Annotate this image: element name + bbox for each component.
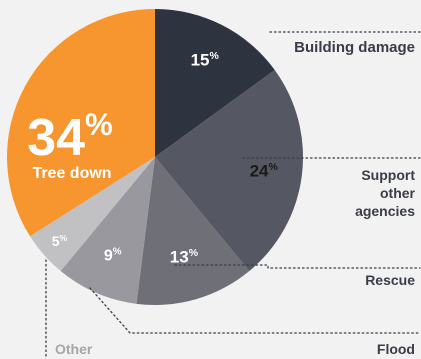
pie-slice-building-damage: [155, 9, 275, 157]
value-label-rescue: 13%: [170, 247, 199, 267]
category-label-tree-down: Tree down: [32, 165, 111, 182]
category-label-rescue: Rescue: [365, 272, 415, 288]
value-label-other: 5%: [52, 233, 68, 249]
pie-slice-flood: [60, 157, 155, 304]
leader-line-flood: [89, 287, 421, 334]
pie-slice-other: [30, 157, 155, 272]
category-label-building-damage: Building damage: [294, 39, 415, 56]
value-label-tree-down: 34%: [27, 107, 113, 167]
pie-slice-tree-down: [7, 9, 155, 237]
value-label-building-damage: 15%: [191, 50, 220, 70]
pie-slice-support-other-agencies: [155, 70, 303, 272]
value-label-flood: 9%: [104, 246, 122, 264]
pie-slice-rescue: [136, 157, 250, 305]
value-label-support-other-agencies: 24%: [250, 161, 279, 181]
category-label-support-other-agencies: Support other agencies: [355, 167, 415, 219]
category-label-flood: Flood: [377, 341, 415, 357]
category-label-other: Other: [55, 341, 93, 357]
leader-line-rescue: [174, 264, 421, 269]
